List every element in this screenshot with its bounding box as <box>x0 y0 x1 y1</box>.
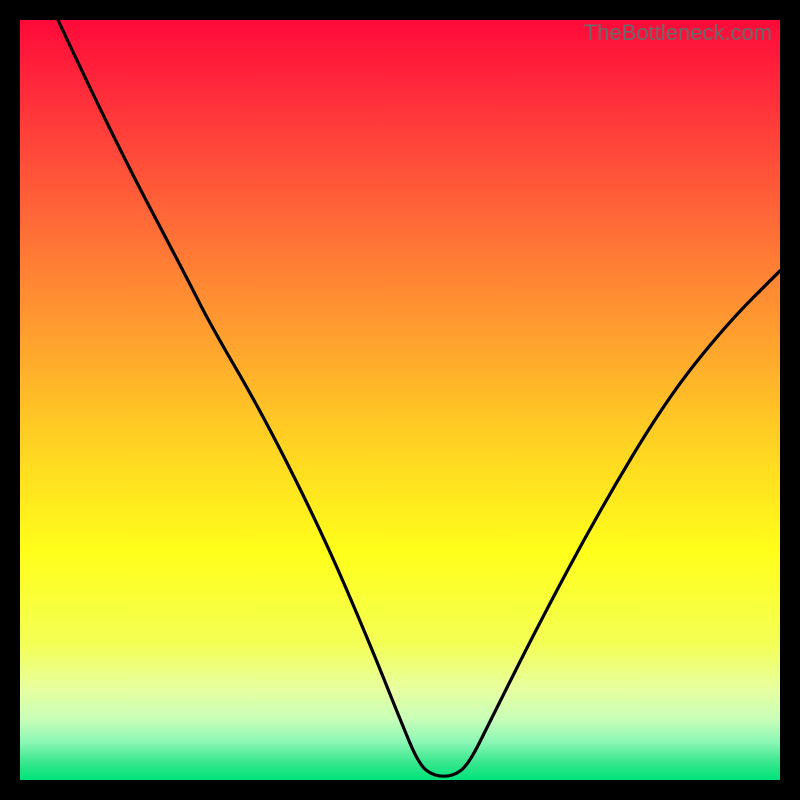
plot-area: TheBottleneck.com <box>20 20 780 780</box>
bottleneck-curve <box>20 20 780 780</box>
